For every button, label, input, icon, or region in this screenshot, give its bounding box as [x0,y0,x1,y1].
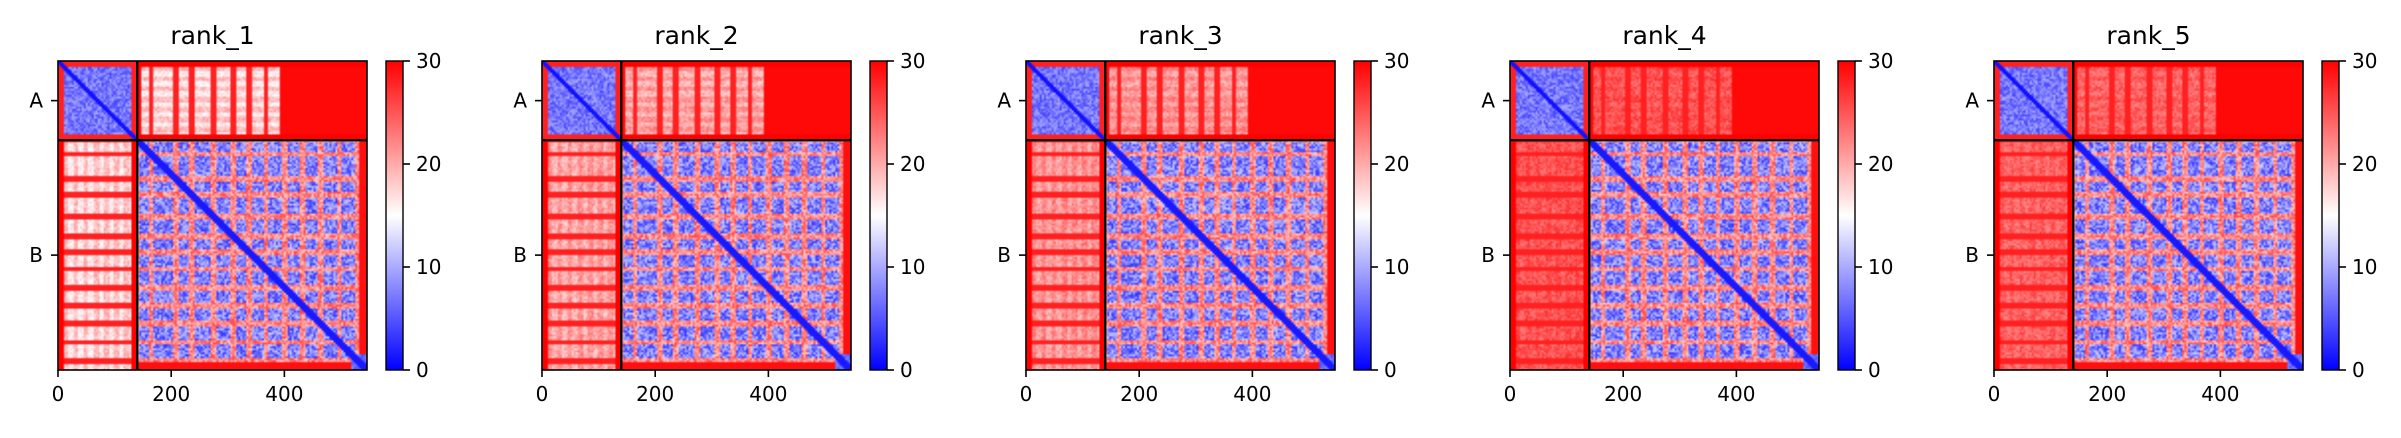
pae-panel-4: rank_4 0 200 400 A B 0 10 20 30 [1481,21,1893,406]
x-tick-label: 400 [265,382,303,406]
colorbar-tick-label: 0 [1868,358,1881,382]
chain-label-B: B [1965,243,1979,267]
x-tick-label: 200 [2088,382,2126,406]
x-tick-label: 0 [1504,382,1517,406]
colorbar-tick-label: 0 [2352,358,2365,382]
colorbar-tick-label: 20 [900,152,925,176]
panel-title: rank_1 [170,21,254,50]
chain-label-B: B [997,243,1011,267]
colorbar-tick-label: 0 [1384,358,1397,382]
panel-title: rank_2 [654,21,738,50]
x-tick-label: 400 [1233,382,1271,406]
colorbar [1353,60,1372,371]
chain-label-A: A [513,89,527,113]
colorbar-tick-label: 10 [900,255,925,279]
plot-frame [1025,60,1336,371]
panel-title: rank_5 [2106,21,2190,50]
x-tick-label: 200 [152,382,190,406]
colorbar-tick-label: 30 [2352,49,2377,73]
pae-matrix [1994,61,2303,370]
colorbar-tick-label: 20 [1384,152,1409,176]
colorbar-tick-label: 0 [416,358,429,382]
chain-label-B: B [29,243,43,267]
x-tick-label: 200 [1604,382,1642,406]
chain-label-A: A [1481,89,1495,113]
plot-frame [1509,60,1820,371]
colorbar-tick-label: 20 [2352,152,2377,176]
x-tick-label: 200 [636,382,674,406]
x-tick-label: 200 [1120,382,1158,406]
panel-title: rank_3 [1138,21,1222,50]
colorbar [385,60,404,371]
chain-label-A: A [29,89,43,113]
x-tick-label: 400 [749,382,787,406]
colorbar-tick-label: 20 [416,152,441,176]
x-tick-label: 0 [1988,382,2001,406]
colorbar [1837,60,1856,371]
chain-label-B: B [1481,243,1495,267]
colorbar-tick-label: 0 [900,358,913,382]
colorbar-tick-label: 10 [1384,255,1409,279]
x-tick-label: 0 [536,382,549,406]
panel-title: rank_4 [1622,21,1706,50]
colorbar-tick-label: 30 [1868,49,1893,73]
chain-label-A: A [997,89,1011,113]
colorbar [2321,60,2340,371]
chain-label-A: A [1965,89,1979,113]
colorbar-tick-label: 30 [416,49,441,73]
pae-panel-2: rank_2 0 200 400 A B 0 10 20 30 [513,21,925,406]
plot-frame [1993,60,2304,371]
colorbar-tick-label: 10 [2352,255,2377,279]
chain-label-B: B [513,243,527,267]
x-tick-label: 400 [1717,382,1755,406]
pae-panel-5: rank_5 0 200 400 A B 0 10 20 30 [1965,21,2377,406]
x-tick-label: 0 [52,382,65,406]
colorbar-tick-label: 30 [900,49,925,73]
colorbar [869,60,888,371]
plot-frame [541,60,852,371]
x-tick-label: 400 [2201,382,2239,406]
colorbar-tick-label: 10 [1868,255,1893,279]
pae-panel-1: rank_1 0 200 400 A B 0 10 20 30 [29,21,441,406]
colorbar-tick-label: 10 [416,255,441,279]
plot-frame [57,60,368,371]
pae-matrix [542,61,851,370]
pae-matrix [1026,61,1335,370]
pae-panel-3: rank_3 0 200 400 A B 0 10 20 30 [997,21,1409,406]
colorbar-tick-label: 30 [1384,49,1409,73]
pae-matrix [1510,61,1819,370]
x-tick-label: 0 [1020,382,1033,406]
pae-matrix [58,61,367,370]
colorbar-tick-label: 20 [1868,152,1893,176]
